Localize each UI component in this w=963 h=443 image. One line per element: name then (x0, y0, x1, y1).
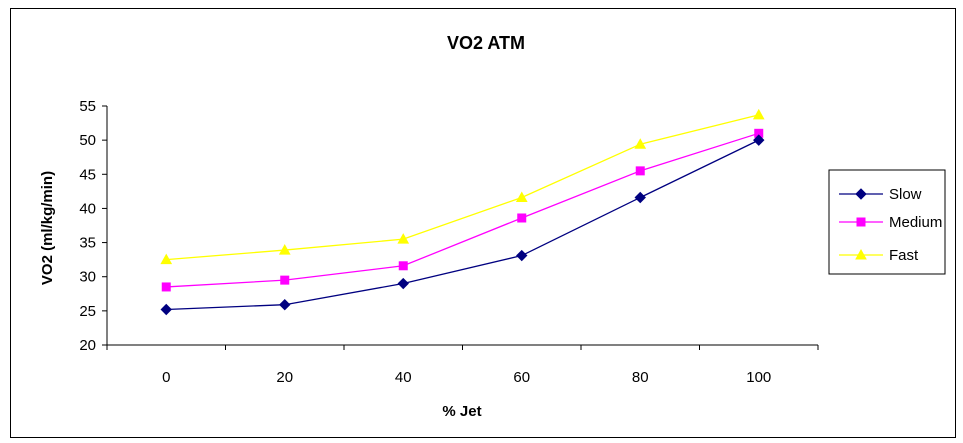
point-fast (160, 253, 173, 265)
point-slow (634, 191, 646, 204)
y-tick-label: 20 (79, 337, 96, 354)
y-tick-label: 40 (79, 200, 96, 217)
point-slow (397, 277, 409, 290)
legend-marker-fast (855, 248, 867, 260)
point-slow (160, 303, 172, 316)
series-line-slow (166, 139, 760, 311)
point-slow (516, 249, 528, 262)
series-line-medium (166, 132, 759, 288)
x-tick-label: 40 (395, 369, 412, 386)
point-medium (635, 166, 645, 176)
point-fast (752, 108, 765, 120)
y-tick-label: 55 (79, 98, 96, 115)
x-tick-label: 80 (632, 369, 649, 386)
x-axis-title: % Jet (442, 403, 481, 420)
point-slow (279, 299, 291, 311)
series-line-fast (166, 114, 759, 261)
point-medium (280, 275, 290, 285)
y-tick-label: 35 (79, 235, 96, 252)
legend-marker-slow (855, 188, 867, 200)
legend-label-fast: Fast (889, 247, 919, 264)
point-fast (515, 191, 528, 203)
point-medium (161, 282, 171, 292)
chart-frame (10, 8, 956, 438)
legend: Slow Medium Fast (828, 169, 946, 275)
point-medium (398, 261, 408, 271)
chart-title: VO2 ATM (447, 33, 525, 53)
x-tick-label: 0 (162, 369, 170, 386)
x-tick-label: 20 (276, 369, 293, 386)
y-tick-label: 45 (79, 166, 96, 183)
point-fast (634, 138, 647, 149)
point-slow (753, 134, 765, 146)
plot-area: 20 25 30 35 40 45 50 55 0 20 40 60 80 100 (79, 98, 819, 386)
y-tick-label: 30 (79, 269, 96, 286)
y-tick-label: 50 (79, 132, 96, 149)
y-axis-title: VO2 (ml/kg/min) (39, 171, 56, 285)
point-fast (397, 233, 410, 244)
y-tick-label: 25 (79, 303, 96, 320)
x-tick-label: 100 (746, 369, 771, 386)
x-tick-label: 60 (513, 369, 530, 386)
legend-marker-medium (856, 217, 866, 227)
point-fast (278, 244, 291, 255)
legend-label-medium: Medium (889, 214, 942, 231)
legend-label-slow: Slow (889, 186, 922, 203)
point-medium (517, 213, 527, 223)
